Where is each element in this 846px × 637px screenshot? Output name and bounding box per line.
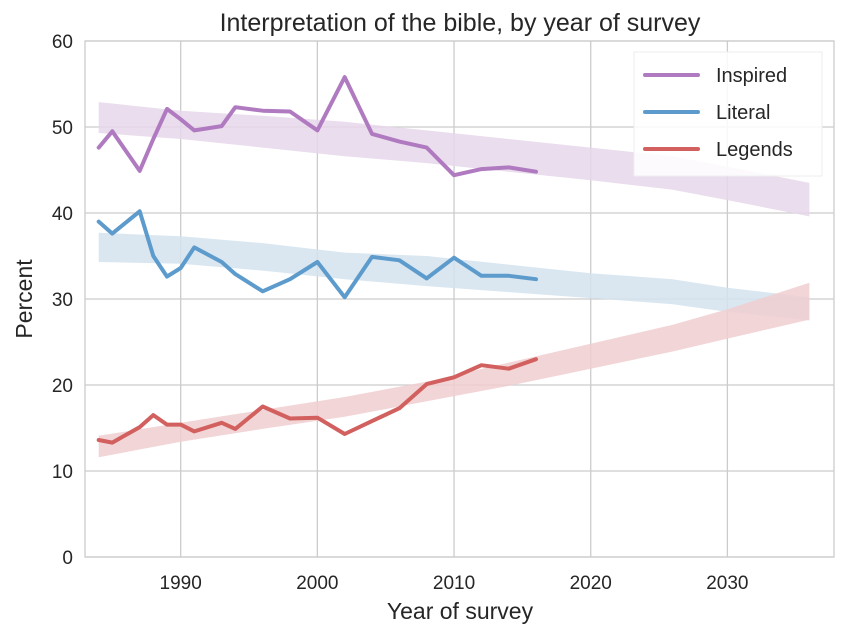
- x-axis-label: Year of survey: [387, 598, 534, 624]
- x-tick-label: 2000: [296, 573, 338, 594]
- y-tick-label: 20: [52, 376, 73, 397]
- x-tick-label: 2020: [570, 573, 612, 594]
- band-inspired: [98, 102, 810, 217]
- y-tick-label: 60: [52, 32, 73, 53]
- y-tick-label: 30: [52, 290, 73, 311]
- y-axis-label: Percent: [11, 259, 37, 339]
- legend-label-inspired: Inspired: [716, 65, 787, 87]
- legend: Inspired Literal Legends: [633, 51, 823, 177]
- x-tick-label: 2030: [706, 573, 748, 594]
- line-inspired: [96, 75, 538, 178]
- legend-label-literal: Literal: [716, 102, 770, 124]
- line-literal: [96, 209, 538, 300]
- band-literal: [98, 232, 810, 321]
- legend-label-legends: Legends: [716, 139, 793, 161]
- line-legends: [96, 357, 538, 445]
- y-tick-label: 10: [52, 462, 73, 483]
- chart-title: Interpretation of the bible, by year of …: [220, 9, 701, 37]
- x-tick-label: 1990: [160, 573, 202, 594]
- x-tick-label: 2010: [433, 573, 475, 594]
- y-tick-label: 40: [52, 204, 73, 225]
- series-lines: [96, 75, 538, 445]
- plot-frame: [84, 40, 835, 558]
- y-tick-label: 50: [52, 118, 73, 139]
- y-tick-label: 0: [62, 548, 73, 569]
